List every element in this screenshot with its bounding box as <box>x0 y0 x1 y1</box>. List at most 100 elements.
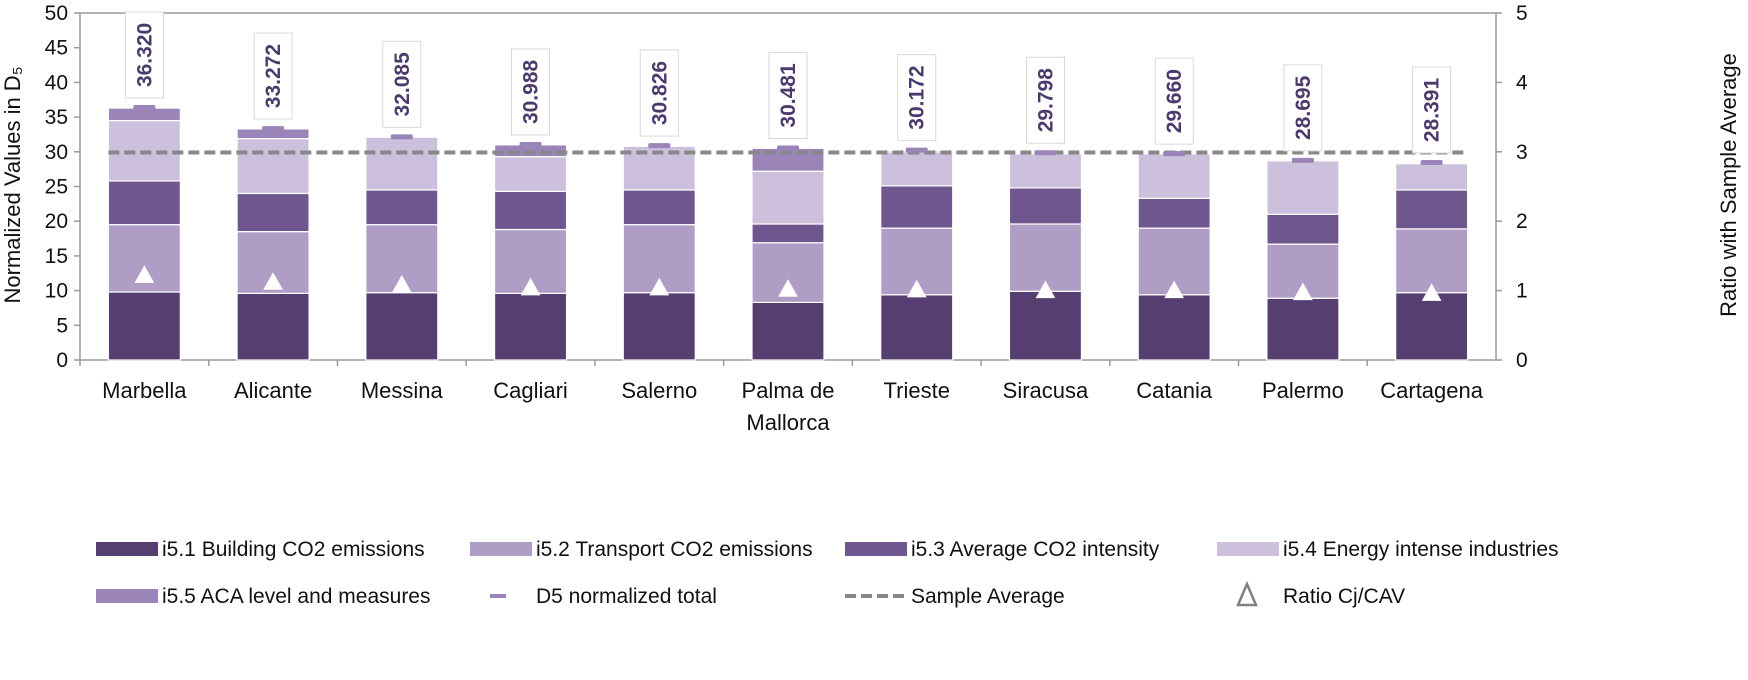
bar-segment-i5-1 <box>236 292 310 361</box>
ratio-triangle <box>906 279 927 298</box>
legend-label: i5.3 Average CO2 intensity <box>911 538 1160 561</box>
total-label-box <box>511 48 551 136</box>
y-right-tick-label: 0 <box>1516 349 1528 372</box>
legend-swatch <box>490 594 506 598</box>
total-marker <box>648 143 671 149</box>
x-category-label: Salerno <box>621 378 697 403</box>
total-value-label: 32.085 <box>391 52 414 117</box>
total-marker <box>519 141 542 147</box>
bar-segment-i5-4 <box>493 156 568 192</box>
legend-label: Sample Average <box>911 585 1065 608</box>
y-axis-right-title: Ratio with Sample Average <box>1716 53 1741 317</box>
total-value-label: 28.391 <box>1421 78 1444 143</box>
y-right-tick-label: 1 <box>1516 280 1528 303</box>
bar-segment-i5-3 <box>236 192 310 233</box>
total-value-label: 28.695 <box>1292 75 1315 140</box>
total-marker <box>1291 157 1314 163</box>
legend-swatch <box>96 589 158 603</box>
x-category-label: Cartagena <box>1380 378 1484 403</box>
bar-segment-i5-3 <box>880 185 954 229</box>
total-label-box <box>124 11 164 99</box>
y-left-tick-label: 15 <box>45 245 68 268</box>
y-left-tick-label: 40 <box>45 71 68 94</box>
total-label-box <box>897 54 937 142</box>
legend-swatch <box>1236 580 1258 607</box>
y-right-tick-label: 3 <box>1516 141 1528 164</box>
bar-segment-i5-1 <box>622 292 696 361</box>
x-category-label: Siracusa <box>1003 378 1089 403</box>
y-left-tick-label: 30 <box>45 141 68 164</box>
bar-segment-i5-1 <box>1008 290 1083 361</box>
bar-segment-i5-1 <box>880 294 954 361</box>
y-right-tick-label: 5 <box>1516 2 1528 25</box>
x-category-label: Trieste <box>884 378 950 403</box>
total-marker <box>1163 151 1186 157</box>
y-right-tick-label: 4 <box>1516 71 1528 94</box>
ratio-triangle <box>391 275 412 293</box>
legend-label: Ratio Cj/CAV <box>1283 585 1405 608</box>
y-left-tick-label: 25 <box>45 176 68 199</box>
total-marker <box>777 145 799 151</box>
total-value-label: 29.798 <box>1034 68 1057 133</box>
total-value-label: 30.988 <box>520 60 543 125</box>
x-category-label: Marbella <box>102 378 187 403</box>
total-label-box <box>1025 56 1065 144</box>
total-label-box <box>768 51 808 139</box>
legend-swatch <box>845 542 907 556</box>
x-category-label: Catania <box>1136 378 1213 403</box>
ratio-triangle <box>1293 282 1313 301</box>
bar-segment-i5-1 <box>107 291 181 361</box>
total-label-box <box>253 32 293 120</box>
total-marker <box>1420 159 1443 165</box>
total-value-label: 29.660 <box>1163 69 1186 133</box>
bar-segment-i5-3 <box>751 223 825 244</box>
total-value-label: 30.826 <box>648 61 671 125</box>
bar-segment-i5-2 <box>236 231 310 294</box>
total-label-box <box>1154 57 1194 145</box>
total-value-label: 36.320 <box>133 23 156 87</box>
y-left-tick-label: 20 <box>45 210 68 233</box>
bar-segment-i5-1 <box>751 301 825 361</box>
bar-segment-i5-2 <box>1395 228 1469 294</box>
legend-swatch <box>1217 542 1279 556</box>
bar-segment-i5-1 <box>1266 297 1340 361</box>
legend-label: i5.1 Building CO2 emissions <box>162 538 425 561</box>
bar-segment-i5-1 <box>365 292 439 361</box>
total-marker <box>1034 150 1057 156</box>
ratio-triangle <box>263 272 283 290</box>
bar-segment-i5-3 <box>1008 187 1083 225</box>
y-left-tick-label: 5 <box>56 314 68 337</box>
overlay-layer: 36.320 33.272 32.085 30.988 30.826 30.481 30.1… <box>108 11 1468 301</box>
bar-segment-i5-3 <box>493 190 568 231</box>
legend-swatch <box>470 542 532 556</box>
x-category-label: Cagliari <box>493 378 568 403</box>
bar-segment-i5-4 <box>1008 153 1083 189</box>
y-left-tick-label: 45 <box>45 37 68 60</box>
total-label-box <box>1283 64 1323 152</box>
bar-segment-i5-3 <box>1395 189 1469 230</box>
bar-segment-i5-3 <box>365 189 439 226</box>
ratio-triangle <box>649 277 670 296</box>
bar-segment-i5-4 <box>751 170 825 225</box>
total-marker <box>262 126 285 132</box>
y-right-tick-label: 2 <box>1516 210 1528 233</box>
x-category-label: Alicante <box>234 378 312 403</box>
ratio-triangle <box>1035 280 1056 299</box>
bar-segment-i5-3 <box>107 180 181 226</box>
x-category-label: Palma de Mallorca <box>742 378 835 435</box>
x-category-label: Palermo <box>1262 378 1344 403</box>
total-marker <box>133 104 156 110</box>
total-label-box <box>382 40 422 128</box>
total-marker <box>390 134 413 140</box>
legend: i5.1 Building CO2 emissions i5.2 Transpor… <box>96 538 1559 608</box>
y-left-tick-label: 50 <box>45 2 68 25</box>
total-value-label: 33.272 <box>262 44 285 108</box>
bar-segment-i5-1 <box>493 292 568 361</box>
ratio-triangle <box>1164 280 1185 299</box>
total-marker <box>905 147 928 153</box>
ratio-triangle <box>134 265 155 283</box>
x-category-label: Messina <box>361 378 444 403</box>
legend-label: i5.2 Transport CO2 emissions <box>536 538 813 561</box>
